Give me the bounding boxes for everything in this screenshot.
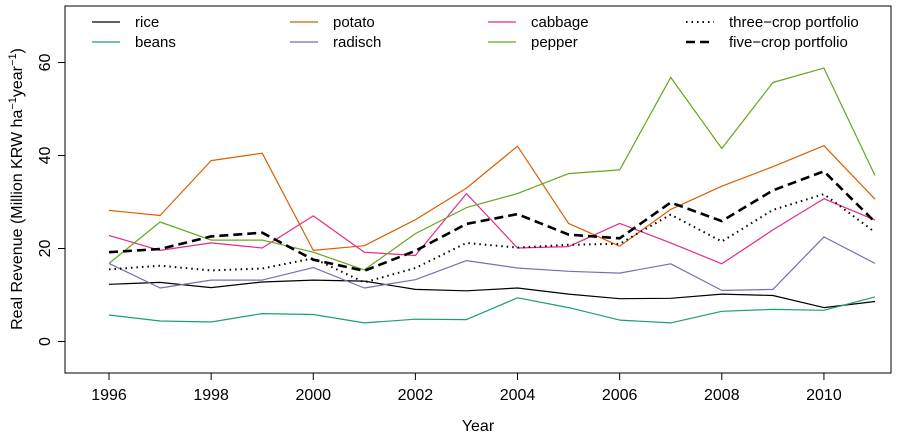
x-tick-label: 2008: [704, 387, 740, 404]
series-line-cabbage: [108, 193, 876, 265]
legend-label: three−crop portfolio: [729, 14, 859, 31]
series-line-pepper: [108, 67, 876, 271]
x-tick-label: 2000: [295, 387, 331, 404]
y-axis-label-mid: year: [9, 65, 26, 97]
legend: rice beans potato radisch cabbage pepper three…: [92, 14, 859, 51]
y-tick-label: 0: [37, 337, 54, 346]
series-line-beans: [108, 296, 876, 324]
legend-label: beans: [135, 34, 176, 51]
x-tick-label: 2010: [806, 387, 842, 404]
x-tick-label: 2002: [398, 387, 434, 404]
plot-frame: [64, 5, 892, 374]
series-line-five-crop-portfolio: [108, 170, 876, 273]
x-tick-label: 2004: [500, 387, 536, 404]
y-tick-label: 60: [37, 54, 54, 72]
legend-label: pepper: [531, 34, 578, 51]
x-tick-label: 2006: [602, 387, 638, 404]
series-line-rice: [108, 279, 876, 309]
legend-label: potato: [333, 14, 375, 31]
legend-label: five−crop portfolio: [729, 34, 848, 51]
y-axis-label-end: ): [9, 48, 26, 53]
series-line-radisch: [108, 236, 876, 291]
series-line-potato: [108, 145, 876, 251]
y-axis-label-sup2: −1: [7, 53, 19, 66]
y-axis-label-sup1: −1: [7, 97, 19, 110]
y-tick-label: 20: [37, 240, 54, 258]
series-layer: [108, 67, 876, 324]
legend-label: radisch: [333, 34, 381, 51]
legend-label: rice: [135, 14, 159, 31]
y-axis-label: Real Revenue (Million KRW ha−1year−1): [7, 48, 26, 330]
x-tick-label: 1998: [193, 387, 229, 404]
series-line-three-crop-portfolio: [108, 193, 876, 284]
y-tick-label: 40: [37, 147, 54, 165]
legend-label: cabbage: [531, 14, 589, 31]
axes: 1996 1998 2000 2002 2004 2006 2008 2010 0 20 40 60: [37, 54, 842, 405]
y-axis-label-main: Real Revenue (Million KRW ha: [9, 110, 26, 330]
x-tick-label: 1996: [91, 387, 127, 404]
x-axis-label: Year: [462, 418, 495, 435]
